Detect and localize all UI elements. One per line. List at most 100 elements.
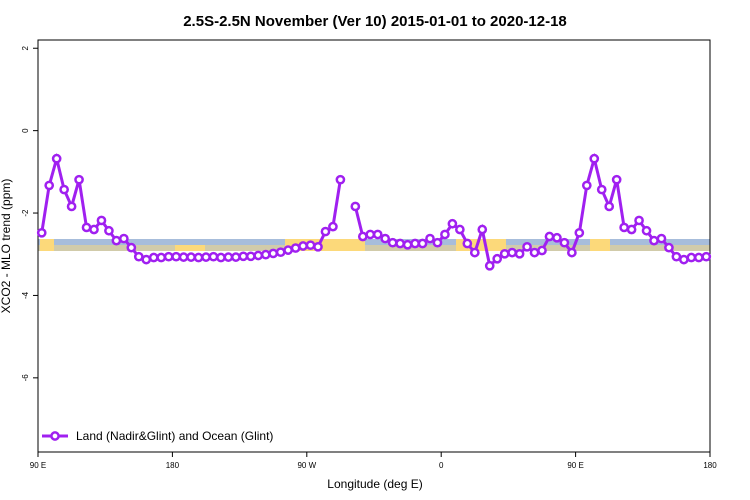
data-point: [686, 252, 697, 263]
x-tick-label: 180: [703, 461, 717, 470]
data-point: [664, 242, 674, 253]
data-point: [328, 221, 338, 232]
data-point: [425, 233, 435, 244]
data-point: [186, 252, 196, 262]
data-point: [51, 153, 62, 164]
data-point: [484, 260, 495, 271]
data-point: [178, 252, 189, 262]
data-point: [417, 238, 428, 249]
data-point: [634, 215, 644, 226]
data-point: [350, 201, 361, 212]
data-point: [455, 224, 465, 235]
data-point: [74, 174, 84, 185]
data-point: [477, 224, 488, 235]
data-point: [201, 252, 211, 262]
y-axis-label: XCO2 - MLO trend (ppm): [0, 179, 13, 314]
data-point: [462, 238, 473, 249]
data-point: [104, 225, 114, 236]
land-band: [38, 245, 710, 251]
data-point: [245, 251, 256, 262]
data-point: [313, 241, 323, 252]
data-point: [671, 251, 682, 262]
x-tick-label: 90 E: [30, 461, 46, 470]
data-point: [693, 252, 704, 263]
data-point: [216, 252, 226, 263]
data-point: [156, 252, 167, 263]
land-ocean-band: [38, 239, 710, 251]
data-point: [268, 248, 279, 259]
data-point: [290, 243, 301, 253]
x-tick-label: 90 W: [297, 461, 316, 470]
x-tick-label: 90 E: [567, 461, 583, 470]
data-point: [611, 174, 622, 185]
data-point: [148, 252, 159, 263]
data-point: [581, 180, 592, 191]
data-point: [36, 227, 47, 238]
data-point: [320, 226, 331, 237]
data-point: [44, 180, 55, 191]
data-point: [507, 247, 517, 258]
data-point: [619, 222, 629, 233]
data-point: [193, 252, 204, 263]
x-tick-label: 180: [166, 461, 180, 470]
x-axis-label: Longitude (deg E): [327, 477, 422, 491]
data-point: [529, 247, 540, 258]
y-tick-label: 0: [21, 128, 30, 133]
data-point: [596, 184, 607, 195]
data-point: [641, 225, 652, 236]
legend-label: Land (Nadir&Glint) and Ocean (Glint): [76, 429, 273, 443]
y-tick-label: -6: [21, 374, 30, 382]
data-point: [81, 222, 92, 233]
y-tick-label: 2: [21, 45, 30, 50]
data-point: [238, 251, 249, 262]
data-point: [447, 218, 458, 229]
data-point: [552, 232, 562, 243]
data-point: [163, 251, 174, 262]
data-point: [260, 249, 271, 260]
data-point: [679, 254, 689, 265]
data-point: [469, 247, 480, 258]
data-point: [387, 237, 398, 248]
data-point: [357, 231, 368, 242]
data-point: [701, 251, 712, 262]
data-point: [126, 242, 137, 253]
data-point: [589, 153, 600, 164]
plot-frame: [37, 39, 711, 453]
data-point: [133, 251, 144, 262]
data-point: [626, 224, 637, 235]
data-point: [656, 233, 667, 244]
data-point: [231, 252, 241, 262]
data-point: [365, 229, 376, 240]
data-point: [432, 237, 443, 248]
data-point: [223, 252, 234, 262]
data-point: [537, 245, 547, 256]
data-point: [89, 224, 99, 235]
data-point: [335, 174, 346, 185]
data-point: [522, 241, 532, 252]
data-point: [96, 215, 107, 226]
data-point: [275, 247, 286, 258]
data-point: [372, 229, 383, 240]
data-point: [544, 231, 555, 242]
data-point: [410, 238, 420, 249]
data-point: [499, 248, 510, 259]
data-point: [492, 253, 503, 264]
data-point: [559, 237, 570, 248]
data-point: [567, 247, 577, 258]
legend-marker: [50, 431, 60, 441]
data-point: [298, 241, 308, 251]
data-point: [111, 235, 122, 246]
data-point: [649, 235, 659, 246]
data-point: [141, 254, 152, 265]
data-point: [171, 251, 181, 262]
data-point: [305, 240, 316, 251]
data-point: [119, 233, 129, 244]
y-tick-label: -2: [21, 209, 30, 217]
data-point: [253, 250, 264, 261]
data-point: [59, 184, 69, 195]
chart-title: 2.5S-2.5N November (Ver 10) 2015-01-01 t…: [183, 13, 567, 30]
data-point: [395, 238, 405, 249]
data-point: [440, 229, 450, 240]
x-tick-label: 0: [439, 461, 444, 470]
